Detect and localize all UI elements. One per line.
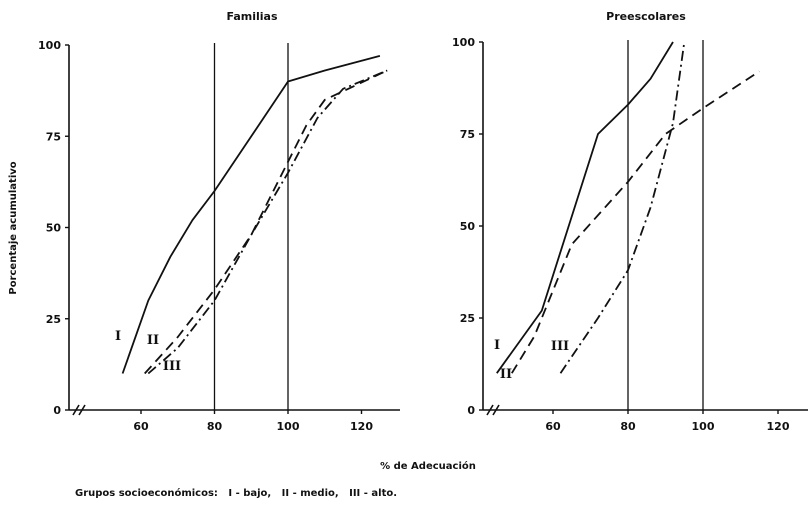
x-tick-label: 60 — [545, 420, 561, 433]
series-line-ii — [511, 70, 760, 374]
y-tick-label: 50 — [46, 222, 62, 235]
footnote: Grupos socioeconómicos: I - bajo, II - m… — [75, 487, 397, 499]
x-tick-label: 120 — [350, 420, 373, 433]
axis-break-mark — [486, 404, 500, 416]
series-label-ii: II — [147, 333, 159, 348]
series-label-i: I — [115, 329, 121, 344]
series-line-ii — [144, 69, 388, 375]
series-line-iii — [147, 69, 388, 375]
y-tick-label: 100 — [38, 39, 61, 52]
y-tick-label: 100 — [452, 36, 475, 49]
y-tick-label: 0 — [467, 404, 475, 417]
y-tick-label: 25 — [460, 312, 475, 325]
chart-title: Familias — [226, 10, 277, 23]
y-tick-label: 75 — [460, 128, 475, 141]
y-tick-label: 0 — [53, 404, 61, 417]
x-tick-label: 100 — [692, 420, 715, 433]
series-line-i — [121, 55, 381, 374]
chart-title: Preescolares — [606, 10, 686, 23]
x-tick-label: 80 — [620, 420, 636, 433]
x-tick-label: 100 — [277, 420, 300, 433]
x-tick-label: 60 — [133, 420, 149, 433]
y-tick-label: 25 — [46, 313, 61, 326]
series-label-iii: III — [163, 359, 181, 374]
y-tick-label: 50 — [460, 220, 476, 233]
x-axis-label: % de Adecuación — [380, 460, 476, 472]
y-tick-label: 75 — [46, 130, 61, 143]
series-label-i: I — [494, 338, 500, 353]
x-tick-label: 80 — [207, 420, 223, 433]
x-tick-label: 120 — [767, 420, 790, 433]
series-line-i — [496, 41, 674, 374]
series-label-ii: II — [500, 367, 512, 382]
axis-break-mark — [72, 404, 86, 416]
y-axis-label: Porcentaje acumulativo — [8, 161, 19, 294]
series-label-iii: III — [551, 339, 569, 354]
series-line-iii — [559, 41, 686, 374]
